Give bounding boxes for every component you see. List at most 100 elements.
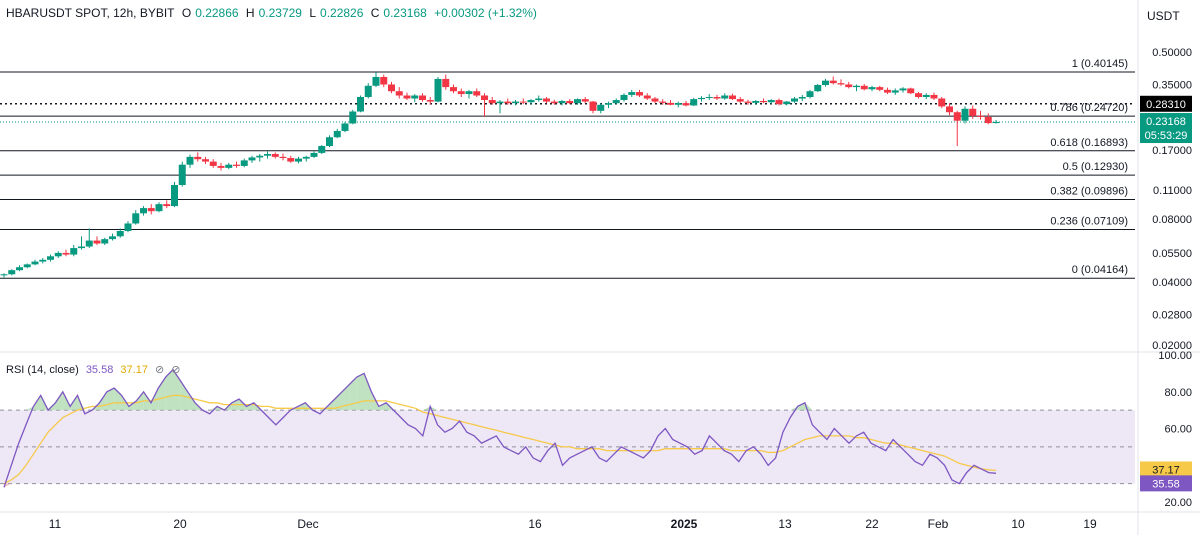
time-tick-label: Feb (928, 517, 949, 531)
candle-body (884, 89, 891, 93)
time-tick-label: 10 (1011, 517, 1025, 531)
open-label: O (181, 6, 192, 20)
rsi-overbought-fill (378, 402, 387, 411)
candle-body (946, 106, 953, 113)
candle-body (333, 130, 341, 138)
rsi-tick-label: 100.00 (1158, 350, 1192, 362)
hide-icon[interactable]: ⊘ (155, 364, 165, 376)
candle-body (93, 240, 101, 244)
candle-body (597, 104, 605, 111)
candle-body (116, 230, 124, 237)
candle-body (837, 83, 845, 85)
time-tick-label: Dec (297, 517, 318, 531)
candle-body (620, 94, 628, 101)
candle-body (581, 99, 589, 102)
settings-icon[interactable]: ⊘ (171, 364, 181, 376)
rsi-value-tag-text: 35.58 (1152, 478, 1180, 490)
rsi-overbought-fill (150, 388, 159, 411)
candle-body (512, 101, 519, 104)
candle-body (915, 93, 922, 97)
candle-body (419, 95, 426, 101)
candle-body (380, 76, 388, 85)
candle-body (628, 92, 636, 95)
candle-body (310, 152, 318, 157)
candle-body (326, 137, 333, 147)
candle-body (194, 156, 202, 160)
candle-body (240, 160, 248, 166)
candle-body (155, 204, 163, 212)
candle-body (713, 96, 721, 99)
candle-body (721, 95, 729, 99)
rsi-ma-tag (1140, 461, 1192, 478)
candle-body (891, 90, 899, 93)
fib-level-label: 0.382 (0.09896) (1050, 185, 1128, 197)
candle-body (23, 264, 31, 268)
time-tick-label: 16 (528, 517, 542, 531)
price-tick-label: 0.02000 (1152, 340, 1192, 352)
time-tick-label: 20 (173, 517, 187, 531)
rsi-overbought-fill (334, 391, 343, 411)
marker-price-tag (1140, 95, 1192, 112)
price-tick-label: 0.05500 (1152, 248, 1192, 260)
candle-body (605, 103, 612, 105)
candle-body (186, 156, 194, 165)
candle-body (791, 98, 798, 102)
candle-body (535, 98, 543, 101)
candle-body (357, 96, 364, 112)
rsi-overbought-fill (349, 377, 357, 411)
candle-body (729, 95, 736, 100)
candle-body (860, 85, 868, 90)
time-tick-label: 2025 (671, 517, 698, 531)
candle-body (589, 101, 597, 111)
open-value: 0.22866 (195, 6, 239, 20)
candle-body (899, 88, 907, 91)
price-tick-label: 0.35000 (1152, 79, 1192, 91)
candle-body (876, 87, 884, 90)
candle-body (318, 146, 326, 153)
currency-label[interactable]: USDT (1147, 9, 1180, 23)
candle-body (442, 78, 450, 88)
rsi-overbought-fill (55, 391, 63, 411)
candle-body (969, 108, 977, 116)
candle-body (736, 99, 744, 102)
rsi-overbought-fill (180, 380, 188, 411)
candle-body (78, 246, 85, 249)
candle-body (264, 154, 271, 156)
candle-body (984, 116, 992, 124)
rsi-overbought-fill (797, 402, 805, 411)
candle-body (829, 80, 837, 84)
candle-body (8, 270, 16, 275)
candle-body (233, 164, 240, 166)
rsi-tick-label: 20.00 (1164, 497, 1192, 509)
candle-body (643, 95, 651, 99)
candle-body (473, 91, 481, 96)
rsi-tick-label: 60.00 (1164, 424, 1192, 436)
candle-body (209, 161, 217, 166)
change-value: +0.00302 (+1.32%) (434, 6, 537, 20)
candle-body (744, 101, 752, 103)
candle-body (109, 236, 116, 240)
candle-body (450, 87, 457, 92)
last-price-tag (1140, 113, 1192, 144)
candle-body (16, 267, 23, 271)
time-tick-label: 13 (778, 517, 792, 531)
fib-level-label: 0.236 (0.07109) (1050, 216, 1128, 228)
low-value: 0.22826 (320, 6, 364, 20)
close-value: 0.23168 (383, 6, 427, 20)
candle-body (651, 98, 659, 102)
candle-body (403, 95, 411, 99)
rsi-overbought-fill (158, 377, 166, 411)
candle-body (938, 98, 946, 107)
candle-body (752, 100, 760, 103)
candle-body (558, 100, 566, 104)
rsi-overbought-fill (136, 391, 144, 411)
candle-body (140, 208, 147, 214)
fib-level-label: 0.618 (0.16893) (1050, 137, 1128, 149)
price-tick-label: 0.50000 (1152, 47, 1192, 59)
candle-body (767, 100, 775, 103)
candle-body (271, 154, 279, 157)
rsi-overbought-fill (430, 406, 438, 411)
candle-body (961, 108, 969, 121)
fib-level-label: 0.5 (0.12930) (1063, 161, 1128, 173)
